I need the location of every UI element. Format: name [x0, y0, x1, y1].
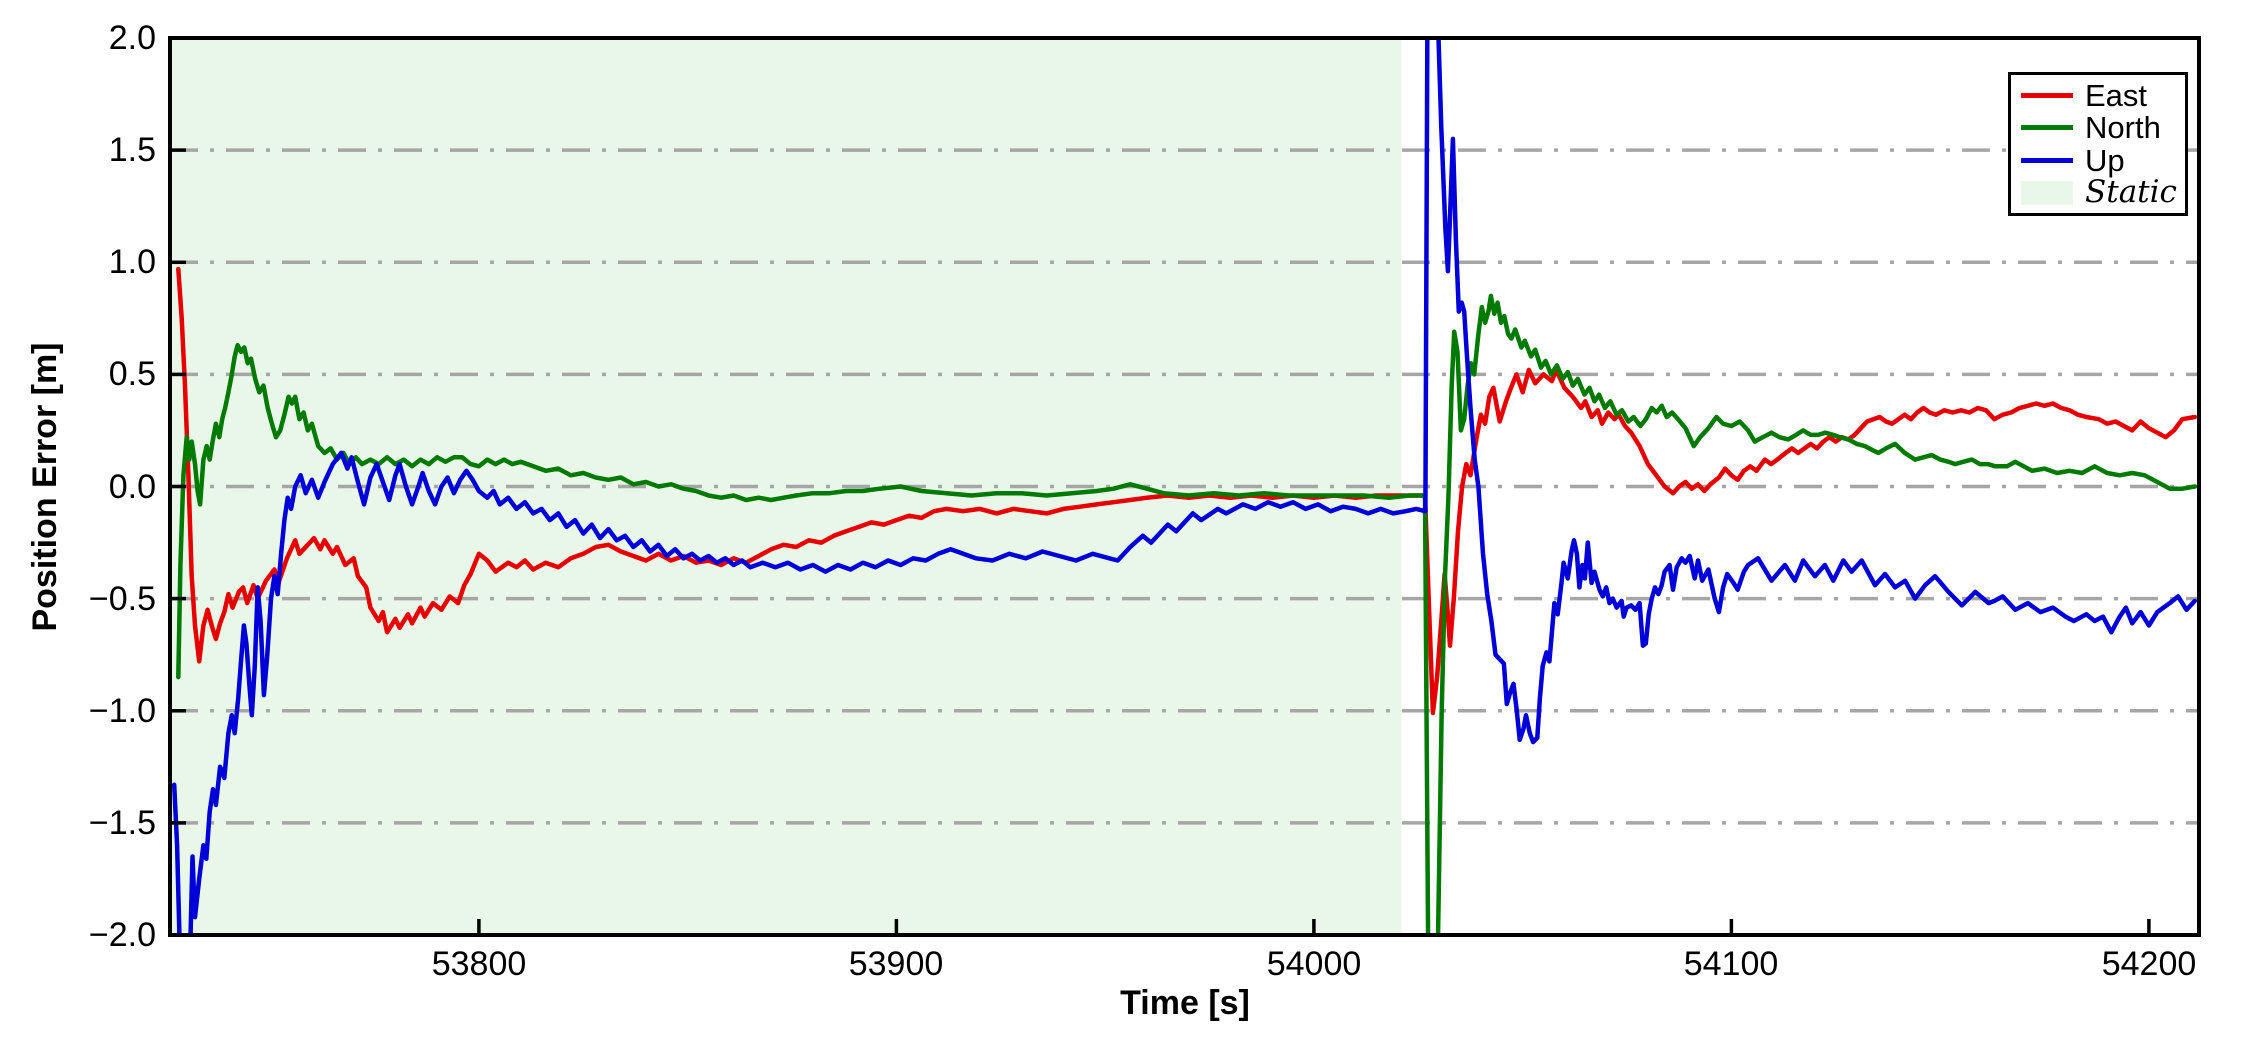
legend-label-up: Up — [2085, 142, 2125, 178]
legend-item-up: Up — [2021, 144, 2175, 176]
x-tick-label: 54000 — [1266, 945, 1362, 983]
y-tick-label: 1.5 — [108, 131, 156, 169]
y-tick-label: −1.0 — [88, 692, 156, 730]
y-tick-label: −2.0 — [88, 916, 156, 954]
legend-label-north: North — [2085, 110, 2161, 146]
series-up — [171, 38, 2198, 935]
x-axis-title: Time [s] — [1120, 984, 1250, 1022]
y-tick-label: 0.5 — [108, 355, 156, 393]
static-patch-swatch — [2021, 180, 2073, 205]
x-tick-label: 53900 — [848, 945, 944, 983]
legend-label-east: East — [2085, 77, 2148, 113]
x-tick-label: 54100 — [1683, 945, 1779, 983]
east-line-swatch — [2021, 92, 2073, 98]
y-tick-label: 1.0 — [108, 243, 156, 281]
y-axis-title: Position Error [m] — [26, 342, 64, 632]
legend-item-east: East — [2021, 79, 2175, 111]
up-line-swatch — [2021, 157, 2073, 163]
series-north — [176, 293, 2198, 935]
legend-label-static: Static — [2085, 174, 2177, 211]
legend-item-north: North — [2021, 112, 2175, 144]
y-tick-label: −1.5 — [88, 804, 156, 842]
legend: East North Up Static — [2008, 72, 2188, 216]
x-tick-label: 53800 — [431, 945, 527, 983]
x-tick-label: 54200 — [2101, 945, 2197, 983]
legend-item-static: Static — [2021, 174, 2177, 211]
north-line-swatch — [2021, 125, 2073, 131]
y-tick-label: −0.5 — [88, 580, 156, 618]
y-tick-label: 2.0 — [108, 19, 156, 57]
y-tick-label: 0.0 — [108, 468, 156, 506]
